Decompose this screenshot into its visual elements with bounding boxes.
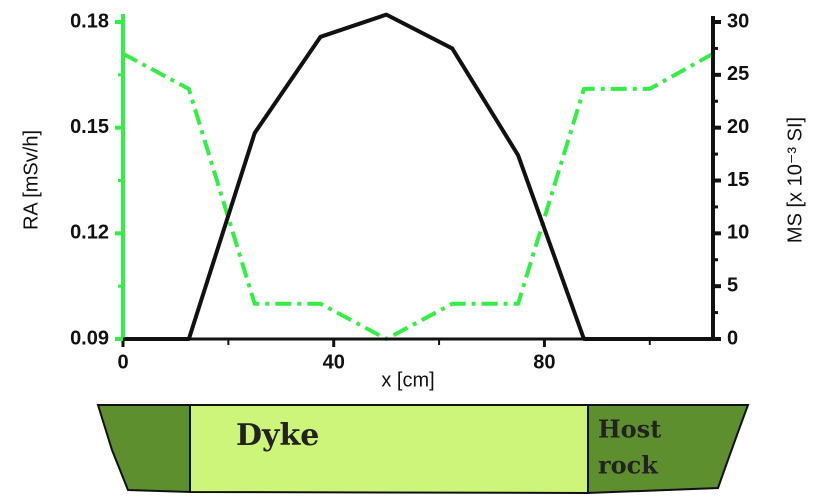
- y2-axis-label: MS [x 10⁻³ SI]: [784, 117, 806, 243]
- y2-tick-label: 5: [727, 274, 738, 296]
- x-axis-label: x [cm]: [381, 369, 434, 391]
- dyke-label: Dyke: [236, 418, 319, 453]
- y2-tick-label: 30: [727, 10, 749, 32]
- y-tick-label: 0.12: [70, 222, 109, 244]
- x-tick-label: 0: [117, 351, 128, 373]
- y2-tick-label: 10: [727, 222, 749, 244]
- y-tick-label: 0.09: [70, 327, 109, 349]
- y2-tick-label: 0: [727, 327, 738, 349]
- host-rock-left: [98, 405, 190, 492]
- x-tick-label: 40: [323, 351, 345, 373]
- y-tick-label: 0.15: [70, 116, 109, 138]
- figure: Dyke Host rock x [cm] RA [mSv/h] MS [x 1…: [0, 0, 815, 499]
- host-rock-label: rock: [598, 451, 659, 480]
- x-tick-label: 80: [533, 351, 555, 373]
- y-tick-label: 0.18: [70, 10, 109, 32]
- host-rock-label: Host: [598, 415, 661, 444]
- y2-tick-label: 20: [727, 116, 749, 138]
- y-axis-label: RA [mSv/h]: [20, 130, 42, 230]
- series-line: [123, 15, 713, 339]
- cross-section: Dyke Host rock: [98, 405, 748, 493]
- series-line: [123, 54, 713, 339]
- y2-tick-label: 15: [727, 169, 749, 191]
- y2-tick-label: 25: [727, 63, 749, 85]
